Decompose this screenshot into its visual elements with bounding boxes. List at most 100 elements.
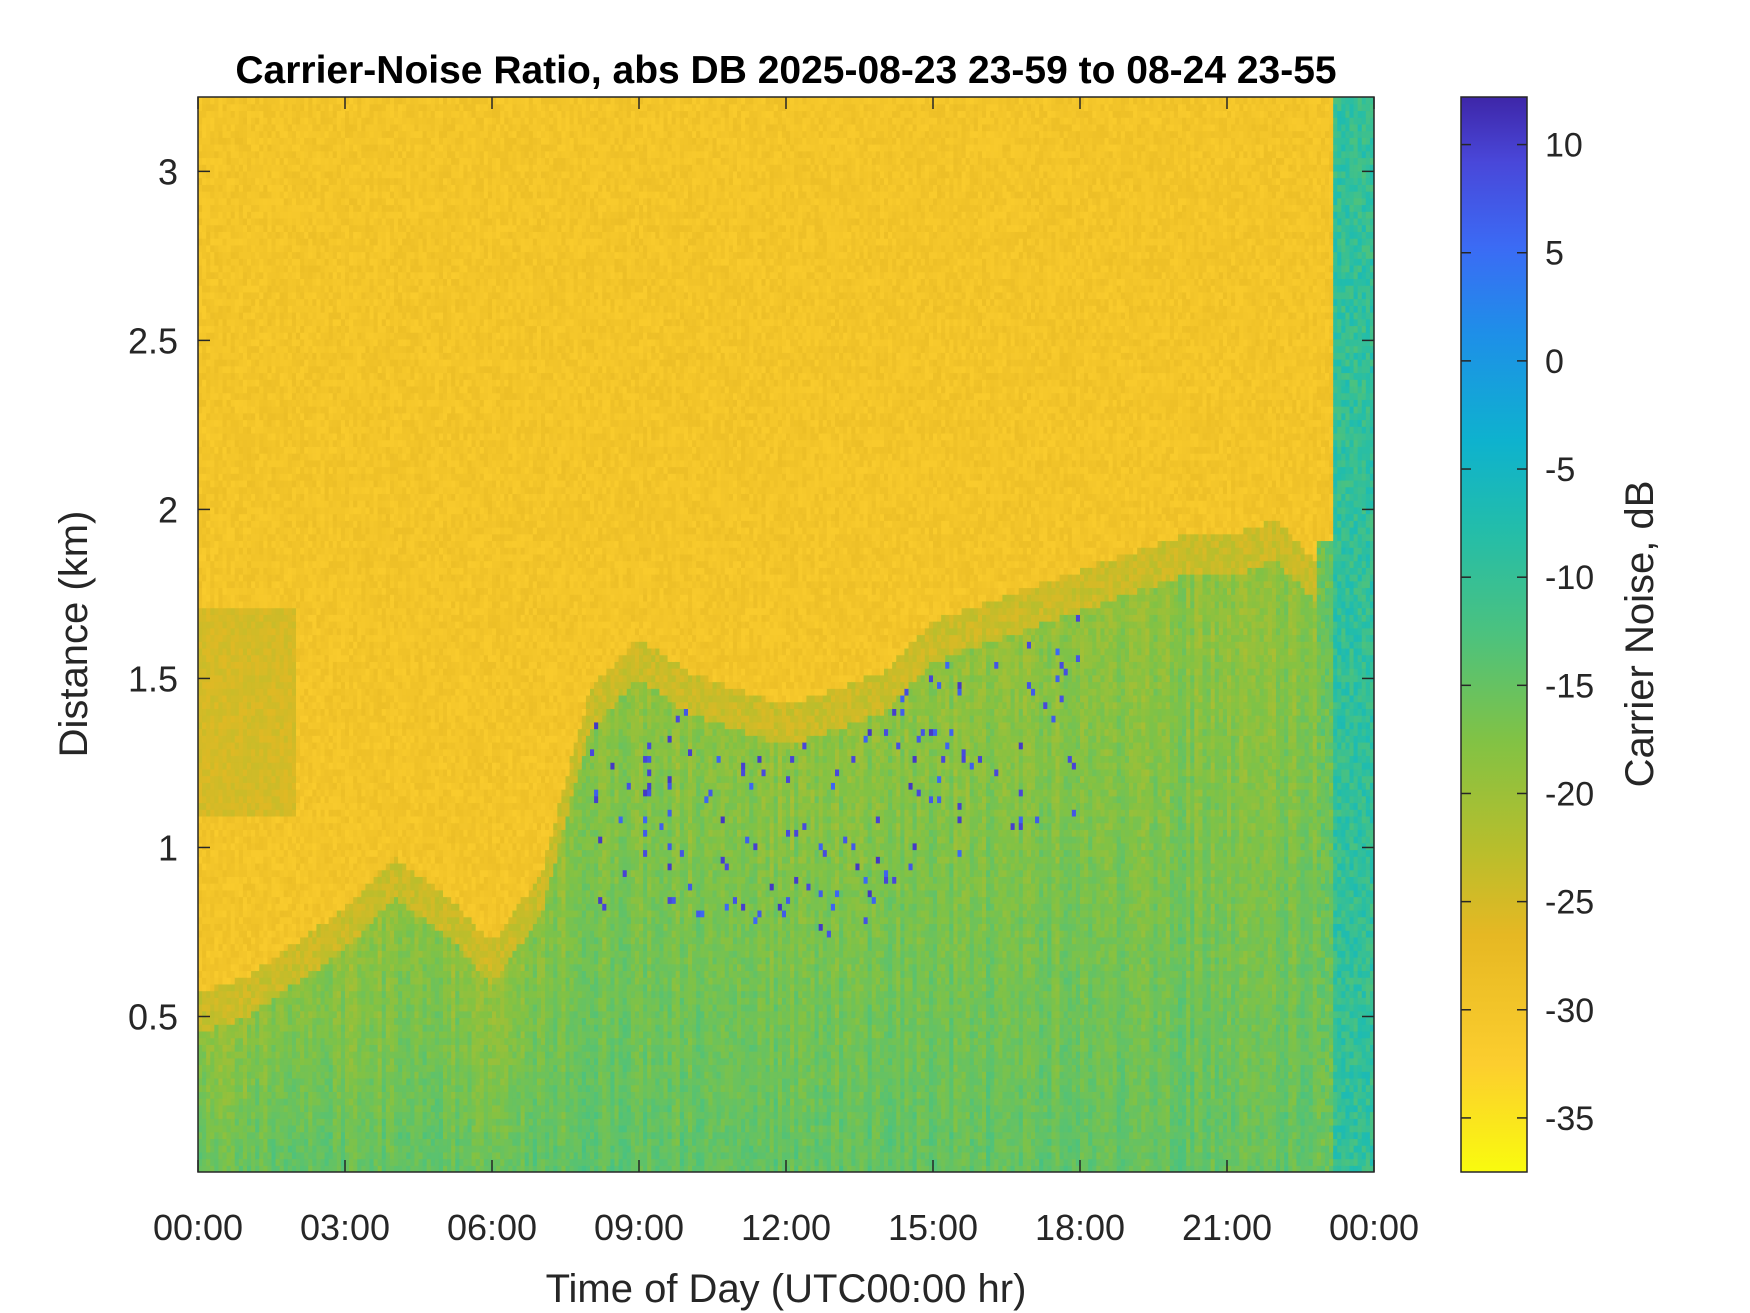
heatmap-cell [206, 117, 211, 124]
heatmap-cell [206, 299, 211, 306]
heatmap-cell [227, 446, 232, 453]
heatmap-cell [214, 843, 219, 850]
heatmap-cell [231, 755, 236, 762]
heatmap-cell [251, 1085, 256, 1092]
heatmap-cell [255, 1138, 260, 1145]
heatmap-cell [210, 823, 215, 830]
heatmap-cell [218, 561, 223, 568]
heatmap-cell [214, 688, 219, 695]
heatmap-cell [239, 453, 244, 460]
heatmap-cell [259, 534, 264, 541]
heatmap-cell [223, 735, 228, 742]
heatmap-cell [247, 245, 252, 252]
heatmap-cell [202, 514, 207, 521]
heatmap-cell [255, 137, 260, 144]
heatmap-cell [255, 178, 260, 185]
heatmap-cell [227, 1051, 232, 1058]
heatmap-cell [259, 587, 264, 594]
heatmap-cell [243, 534, 248, 541]
heatmap-cell [247, 890, 252, 897]
heatmap-cell [218, 1065, 223, 1072]
heatmap-cell [214, 493, 219, 500]
heatmap-cell [235, 1038, 240, 1045]
heatmap-cell [255, 433, 260, 440]
heatmap-cell [210, 843, 215, 850]
heatmap-cell [210, 1051, 215, 1058]
heatmap-cell [227, 265, 232, 272]
heatmap-cell [255, 816, 260, 823]
heatmap-cell [202, 668, 207, 675]
heatmap-cell [206, 1132, 211, 1139]
heatmap-cell [210, 682, 215, 689]
heatmap-cell [247, 225, 252, 232]
heatmap-cell [239, 171, 244, 178]
heatmap-cell [259, 211, 264, 218]
heatmap-cell [223, 171, 228, 178]
heatmap-cell [206, 413, 211, 420]
heatmap-cell [243, 883, 248, 890]
heatmap-cell [206, 453, 211, 460]
heatmap-cell [214, 796, 219, 803]
heatmap-cell [218, 460, 223, 467]
heatmap-cell [214, 346, 219, 353]
heatmap-cell [218, 769, 223, 776]
heatmap-cell [251, 776, 256, 783]
heatmap-cell [202, 1091, 207, 1098]
heatmap-cell [235, 198, 240, 205]
heatmap-cell [251, 621, 256, 628]
heatmap-cell [247, 977, 252, 984]
heatmap-cell [239, 104, 244, 111]
heatmap-cell [202, 205, 207, 212]
heatmap-cell [223, 1132, 228, 1139]
heatmap-cell [251, 742, 256, 749]
heatmap-cell [227, 379, 232, 386]
heatmap-cell [255, 252, 260, 259]
heatmap-cell [259, 977, 264, 984]
heatmap-cell [223, 245, 228, 252]
heatmap-cell [243, 278, 248, 285]
heatmap-cell [243, 157, 248, 164]
heatmap-cell [235, 957, 240, 964]
heatmap-cell [214, 917, 219, 924]
heatmap-cell [206, 742, 211, 749]
heatmap-cell [239, 433, 244, 440]
heatmap-cell [255, 184, 260, 191]
heatmap-cell [202, 1125, 207, 1132]
heatmap-cell [227, 319, 232, 326]
heatmap-cell [214, 923, 219, 930]
heatmap-cell [214, 970, 219, 977]
heatmap-cell [214, 386, 219, 393]
heatmap-cell [210, 587, 215, 594]
heatmap-cell [210, 964, 215, 971]
heatmap-cell [243, 789, 248, 796]
heatmap-cell [247, 843, 252, 850]
heatmap-cell [243, 164, 248, 171]
heatmap-cell [218, 635, 223, 642]
heatmap-cell [255, 729, 260, 736]
heatmap-cell [214, 453, 219, 460]
heatmap-cell [239, 608, 244, 615]
heatmap-cell [239, 225, 244, 232]
heatmap-cell [247, 520, 252, 527]
heatmap-cell [206, 648, 211, 655]
heatmap-cell [259, 776, 264, 783]
heatmap-cell [227, 944, 232, 951]
heatmap-cell [255, 574, 260, 581]
heatmap-cell [218, 406, 223, 413]
heatmap-cell [239, 467, 244, 474]
heatmap-cell [206, 809, 211, 816]
heatmap-cell [255, 809, 260, 816]
heatmap-cell [218, 715, 223, 722]
heatmap-cell [223, 561, 228, 568]
heatmap-cell [231, 668, 236, 675]
heatmap-cell [223, 661, 228, 668]
heatmap-cell [247, 446, 252, 453]
heatmap-cell [243, 1031, 248, 1038]
heatmap-cell [227, 205, 232, 212]
heatmap-cell [255, 876, 260, 883]
heatmap-cell [231, 151, 236, 158]
heatmap-cell [202, 735, 207, 742]
heatmap-cell [255, 890, 260, 897]
heatmap-cell [255, 399, 260, 406]
heatmap-cell [247, 903, 252, 910]
